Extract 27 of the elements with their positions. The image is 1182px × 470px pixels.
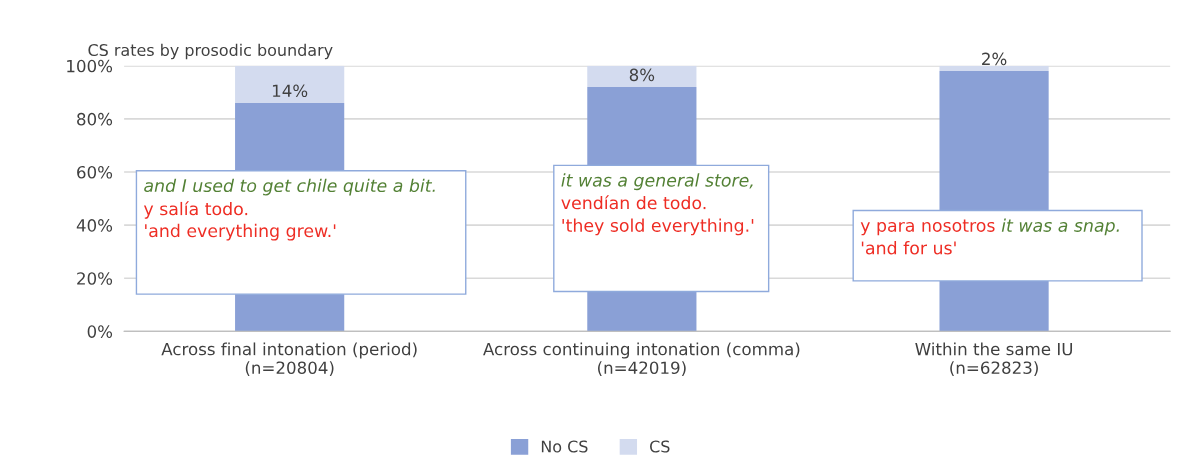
annotation: it was a snap. bbox=[1001, 218, 1119, 236]
y-tick-label: 0% bbox=[87, 325, 113, 338]
legend-label: No CS bbox=[541, 440, 588, 453]
y-tick-label: 60% bbox=[77, 165, 113, 179]
x-tick-label: Across continuing intonation (comma) (n=42019) bbox=[483, 342, 800, 376]
y-tick-label: 80% bbox=[77, 112, 113, 126]
annotation: 'and for us' bbox=[861, 241, 956, 255]
chart-title: CS rates by prosodic boundary bbox=[88, 43, 333, 60]
annotation: and I used to get chile quite a bit. bbox=[144, 178, 435, 196]
y-tick-label: 20% bbox=[77, 272, 113, 285]
bar bbox=[939, 65, 1049, 72]
annotation: vendían de todo. bbox=[561, 195, 706, 210]
bar bbox=[235, 65, 345, 103]
x-tick-label: Across final intonation (period) (n=20804) bbox=[161, 342, 417, 376]
annotation: 'and everything grew.' bbox=[145, 223, 336, 241]
bar bbox=[587, 65, 697, 88]
annotation: 'they sold everything.' bbox=[562, 218, 754, 236]
annotation: it was a general store, bbox=[561, 173, 753, 191]
data-label: 14% bbox=[272, 84, 308, 98]
data-label: 2% bbox=[982, 52, 1007, 66]
annotation: y salía todo. bbox=[143, 201, 248, 219]
x-tick-label: Within the same IU (n=62823) bbox=[915, 342, 1073, 376]
data-label: 8% bbox=[629, 68, 655, 82]
y-tick-label: 100% bbox=[67, 59, 113, 73]
legend-label: CS bbox=[650, 440, 670, 453]
annotation: y para nosotros bbox=[860, 219, 995, 236]
y-tick-label: 40% bbox=[76, 219, 113, 232]
